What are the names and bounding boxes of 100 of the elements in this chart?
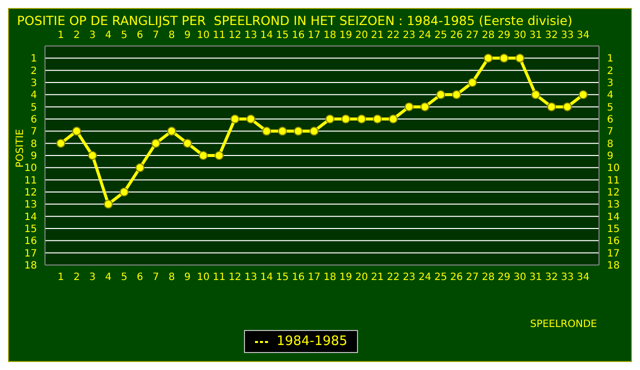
- y2-tick-label: 5: [607, 102, 614, 114]
- y2-tick-label: 18: [607, 260, 620, 272]
- x-tick-label: 27: [466, 30, 479, 41]
- x-tick-label: 4: [105, 30, 112, 41]
- point: [388, 114, 398, 124]
- y-tick-label: 1: [30, 54, 37, 65]
- x-tick-label: 30: [513, 30, 526, 41]
- point: [468, 78, 477, 87]
- x2-tick-label: 34: [576, 272, 590, 284]
- y-tick-label: 14: [24, 212, 37, 223]
- x-tick-label: 19: [339, 30, 352, 41]
- y-tick-label: 11: [24, 175, 37, 186]
- y2-tick-label: 9: [607, 151, 614, 162]
- point: [547, 102, 556, 112]
- x-tick-label: 13: [244, 30, 258, 41]
- y2-tick-label: 8: [607, 138, 614, 150]
- point: [515, 54, 524, 63]
- x-tick-label: 7: [152, 30, 159, 41]
- x-tick-label: 11: [212, 30, 226, 41]
- point: [436, 90, 446, 100]
- y2-tick-label: 4: [607, 90, 614, 102]
- point: [198, 151, 208, 160]
- y-axis-title: POSITIE: [15, 129, 26, 168]
- x-tick-label: 28: [482, 30, 495, 41]
- y2-tick-label: 14: [607, 212, 620, 223]
- point: [310, 126, 319, 136]
- x-tick-label: 16: [292, 30, 305, 41]
- x2-tick-label: 4: [105, 272, 112, 284]
- point: [56, 138, 66, 148]
- x2-tick-label: 8: [168, 272, 175, 284]
- y-tick-label: 3: [30, 78, 37, 90]
- x-tick-label: 29: [498, 30, 510, 41]
- point: [72, 126, 82, 136]
- legend-label: 1984-1985: [276, 334, 348, 349]
- x-tick-label: 26: [450, 30, 463, 41]
- chart-title: POSITIE OP DE RANGLIJST PER SPEELROND IN HET SEIZOEN : 1984-1985 (Eerste divisie): [17, 13, 572, 28]
- point: [278, 126, 287, 136]
- x2-tick-label: 21: [371, 272, 384, 284]
- x2-tick-label: 32: [545, 272, 558, 284]
- y-tick-label: 13: [24, 200, 37, 211]
- point: [262, 126, 272, 136]
- x2-tick-label: 26: [450, 272, 463, 284]
- point: [325, 114, 334, 124]
- x-tick-label: 24: [418, 30, 432, 41]
- x-tick-label: 9: [184, 30, 191, 41]
- x-tick-label: 12: [228, 30, 242, 41]
- y2-tick-label: 15: [607, 224, 620, 236]
- y2-tick-label: 17: [607, 248, 620, 260]
- y-tick-label: 5: [30, 102, 37, 114]
- x2-tick-label: 17: [308, 272, 320, 284]
- point: [404, 102, 414, 112]
- y-tick-label: 2: [30, 66, 37, 77]
- x-tick-label: 23: [402, 30, 416, 41]
- y-tick-label: 4: [30, 90, 37, 102]
- x2-tick-label: 2: [73, 272, 80, 284]
- x-tick-label: 2: [73, 30, 80, 41]
- x2-tick-label: 18: [324, 272, 336, 284]
- x2-tick-label: 16: [292, 272, 305, 284]
- y-tick-label: 6: [30, 114, 37, 126]
- x2-tick-label: 23: [402, 272, 416, 284]
- point: [372, 114, 382, 124]
- x2-tick-label: 13: [244, 272, 258, 284]
- x-tick-label: 33: [560, 30, 574, 41]
- x2-tick-label: 33: [560, 272, 574, 284]
- point: [578, 90, 588, 100]
- point: [88, 151, 97, 160]
- point: [120, 188, 129, 196]
- x-tick-label: 10: [196, 30, 210, 41]
- x2-tick-label: 14: [260, 272, 273, 284]
- x2-tick-label: 30: [513, 272, 526, 284]
- x2-tick-label: 3: [89, 272, 96, 284]
- x2-tick-label: 10: [196, 272, 210, 284]
- x-tick-label: 25: [434, 30, 448, 41]
- x-tick-label: 5: [120, 30, 128, 41]
- x2-tick-label: 15: [276, 272, 289, 284]
- x-tick-label: 22: [386, 30, 400, 41]
- x2-tick-label: 7: [152, 272, 159, 284]
- x2-tick-label: 6: [136, 272, 144, 284]
- y-tick-label: 8: [30, 138, 37, 150]
- x2-tick-label: 19: [339, 272, 352, 284]
- x2-tick-label: 22: [386, 272, 400, 284]
- x2-tick-label: 24: [418, 272, 432, 284]
- x2-tick-label: 9: [184, 272, 191, 284]
- y2-tick-label: 10: [607, 163, 620, 174]
- x2-tick-label: 25: [434, 272, 448, 284]
- y2-tick-label: 1: [607, 54, 614, 65]
- y2-tick-label: 16: [607, 236, 620, 248]
- point: [562, 102, 572, 112]
- y2-tick-label: 2: [607, 66, 614, 77]
- y-tick-label: 12: [24, 188, 37, 199]
- x-tick-label: 17: [308, 30, 320, 41]
- x-axis-title: SPEELRONDE: [530, 319, 597, 330]
- x2-tick-label: 27: [466, 272, 479, 284]
- point: [246, 114, 256, 124]
- point: [135, 163, 144, 172]
- y2-tick-label: 12: [607, 188, 620, 199]
- y-tick-label: 15: [24, 224, 37, 236]
- y-tick-label: 7: [30, 126, 37, 138]
- x-tick-label: 20: [355, 30, 368, 41]
- point: [484, 54, 493, 63]
